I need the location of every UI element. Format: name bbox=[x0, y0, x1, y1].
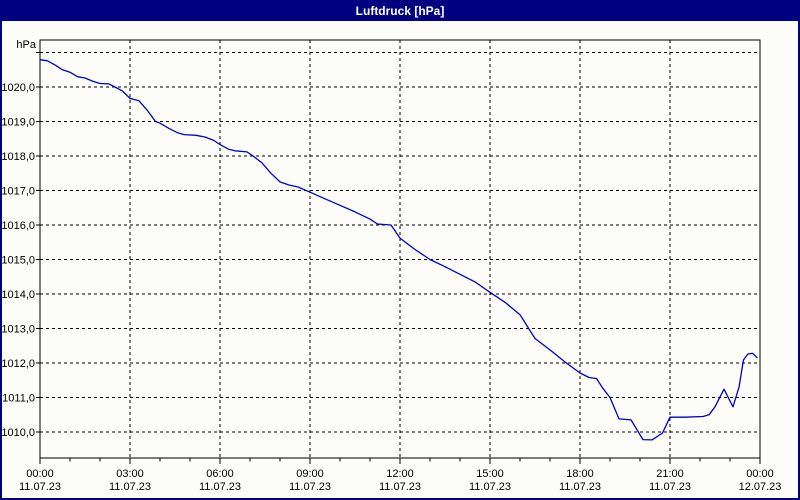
x-date-label: 11.07.23 bbox=[379, 481, 421, 493]
x-time-label: 21:00 bbox=[656, 468, 684, 480]
x-time-label: 00:00 bbox=[746, 468, 774, 480]
x-date-label: 11.07.23 bbox=[199, 481, 241, 493]
chart-area: 1020,0 1019,0 1018,0 1017,0 1016,0 1015,0 1014… bbox=[2, 21, 798, 498]
window-title: Luftdruck [hPa] bbox=[355, 4, 445, 18]
x-time-label: 09:00 bbox=[296, 468, 324, 480]
y-tick-label: 1019,0 bbox=[2, 117, 35, 129]
window-titlebar[interactable]: Luftdruck [hPa] bbox=[2, 2, 798, 21]
y-tick-label: 1010,0 bbox=[2, 427, 35, 439]
x-date-label: 11.07.23 bbox=[289, 481, 331, 493]
x-time-label: 15:00 bbox=[476, 468, 504, 480]
plot-border bbox=[39, 39, 761, 459]
x-time-label: 12:00 bbox=[386, 468, 414, 480]
x-date-label: 11.07.23 bbox=[19, 481, 61, 493]
y-tick-label: 1017,0 bbox=[2, 186, 35, 198]
y-tick-label: 1013,0 bbox=[2, 324, 35, 336]
y-tick-label: 1012,0 bbox=[2, 358, 35, 370]
x-date-label: 12.07.23 bbox=[739, 481, 782, 493]
x-time-label: 03:00 bbox=[116, 468, 144, 480]
x-date-label: 11.07.23 bbox=[649, 481, 691, 493]
y-tick-label: 1014,0 bbox=[2, 289, 35, 301]
y-tick-label: 1011,0 bbox=[2, 393, 35, 405]
x-time-label: 00:00 bbox=[26, 468, 54, 480]
y-axis-unit-label: hPa bbox=[16, 39, 36, 51]
x-time-label: 18:00 bbox=[566, 468, 594, 480]
pressure-line-chart: 1020,0 1019,0 1018,0 1017,0 1016,0 1015,0 1014… bbox=[2, 39, 782, 493]
y-tick-label: 1020,0 bbox=[2, 82, 35, 94]
x-date-label: 11.07.23 bbox=[469, 481, 511, 493]
y-tick-label: 1016,0 bbox=[2, 220, 35, 232]
y-tick-label: 1015,0 bbox=[2, 255, 35, 267]
x-time-label: 06:00 bbox=[206, 468, 234, 480]
x-date-label: 11.07.23 bbox=[109, 481, 151, 493]
y-tick-label: 1018,0 bbox=[2, 151, 35, 163]
pressure-curve bbox=[39, 59, 758, 441]
x-date-label: 11.07.23 bbox=[559, 481, 601, 493]
